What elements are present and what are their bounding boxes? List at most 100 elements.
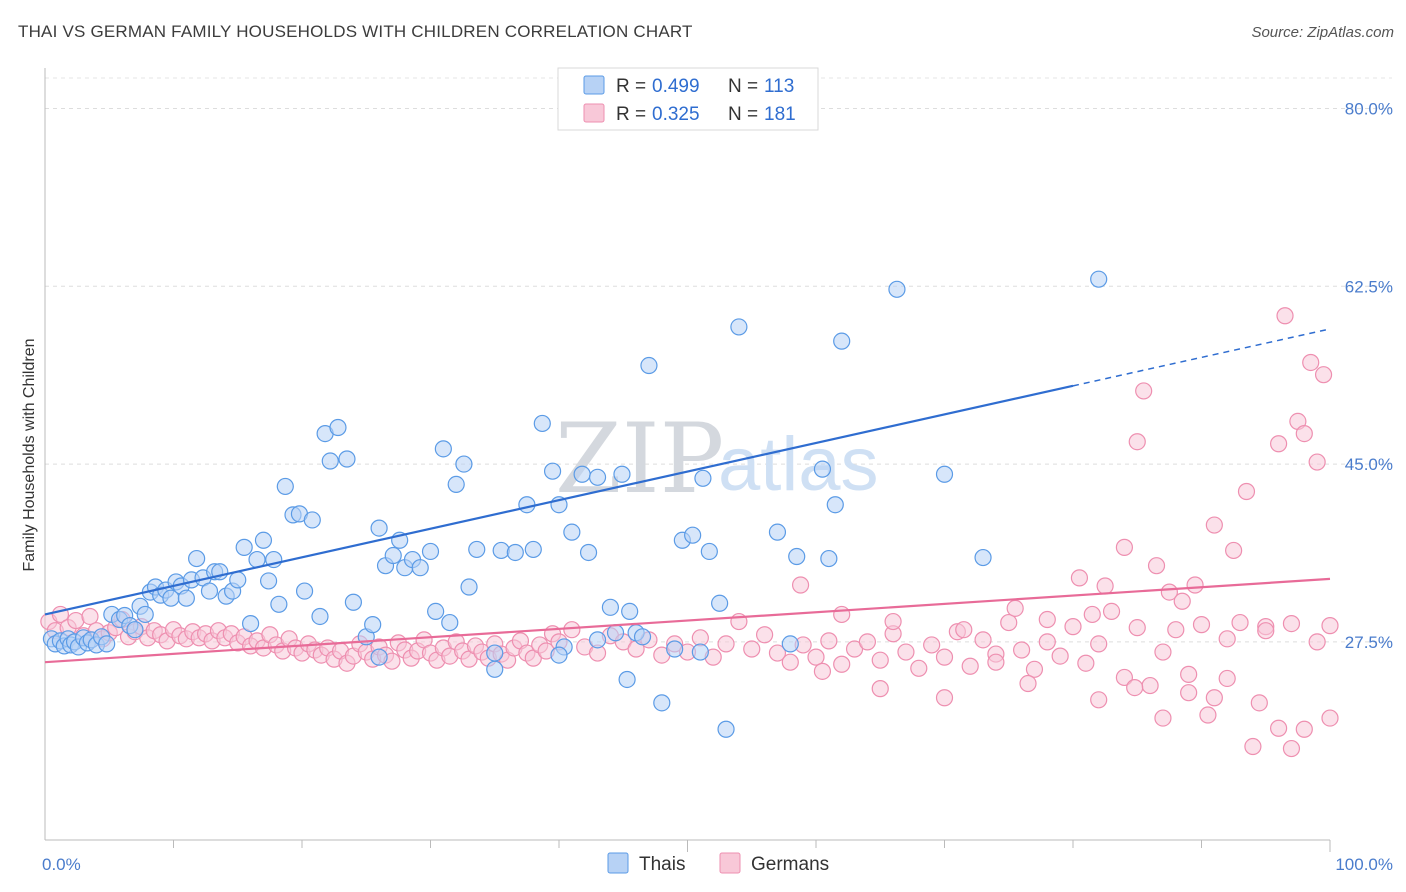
german-point-170 [1154,709,1172,727]
thai-point-58 [370,519,388,537]
thai-point-30 [188,549,206,568]
thai-point-112 [621,602,639,621]
german-point-138 [1308,633,1326,651]
legend-bottom-germans: Germans [751,854,829,875]
german-point-116 [1025,660,1044,678]
german-point-141 [1083,605,1101,624]
thai-point-117 [370,648,388,666]
thai-point-86 [601,598,620,616]
thai-point-89 [618,670,636,689]
thai-point-52 [321,452,339,470]
legend-thai-r-value: 0.499 [652,76,700,97]
german-point-132 [1231,613,1249,632]
legend-bottom-swatch-thais [607,852,629,874]
german-point-130 [1205,689,1223,707]
thai-point-66 [427,602,445,621]
german-point-142 [1096,577,1114,595]
thai-point-110 [974,548,992,567]
thai-point-83 [573,465,591,483]
german-point-160 [1199,706,1217,724]
thai-point-93 [653,694,671,712]
german-point-124 [1128,619,1146,637]
thai-point-28 [177,589,195,607]
german-point-108 [923,636,941,654]
german-point-159 [1173,592,1191,610]
german-point-104 [871,651,889,669]
german-point-166 [987,653,1005,671]
thai-point-78 [533,414,551,433]
thai-point-97 [694,469,712,487]
thai-point-45 [276,477,294,496]
thai-point-55 [344,593,362,611]
thai-point-64 [411,559,429,577]
german-point-168 [1090,691,1108,709]
thai-point-118 [691,643,709,661]
german-point-120 [1077,654,1095,672]
thai-point-41 [254,531,273,549]
thai-point-69 [447,475,465,493]
german-point-111 [961,657,979,675]
german-point-179 [1038,610,1056,629]
german-point-97 [781,653,799,671]
thai-point-76 [518,496,536,514]
german-point-90 [691,629,709,647]
german-point-173 [1257,622,1275,640]
german-point-136 [1282,614,1301,633]
german-point-161 [1250,694,1268,712]
thai-point-65 [421,542,440,561]
thai-point-39 [242,614,260,633]
thai-point-68 [441,613,459,632]
thai-point-18 [126,621,144,639]
thai-point-54 [338,450,356,468]
german-point-147 [1225,541,1243,560]
thai-point-108 [888,280,906,298]
german-point-169 [1126,678,1144,697]
german-point-109 [935,648,954,666]
thai-point-98 [700,542,718,561]
thai-point-115 [550,646,568,664]
german-point-144 [1147,557,1166,575]
german-point-180 [791,576,810,594]
x-tick-label-1: 100.0% [1335,855,1393,874]
trend-lines [44,328,1331,664]
thai-point-32 [200,582,219,600]
german-point-133 [1244,737,1262,756]
thai-point-13 [98,635,116,653]
thai-point-92 [640,356,658,375]
german-point-4 [67,611,85,630]
german-point-100 [820,632,838,650]
watermark-atlas: atlas [718,422,879,507]
legend-german-n-value: 181 [764,104,796,125]
x-tick-labels: 0.0% 100.0% [42,855,1393,874]
german-point-146 [1205,516,1223,534]
german-point-112 [974,631,992,649]
german-point-118 [1051,647,1069,665]
thai-point-91 [633,628,652,646]
german-point-126 [1154,643,1172,661]
legend-german-n-label: N = [728,104,758,125]
thai-point-38 [235,538,253,556]
y-tick-label-1: 45.0% [1345,455,1393,474]
legend-top: R = 0.499 N = 113 R = 0.325 N = 181 [557,67,819,131]
watermark-zip: ZIP [555,403,724,515]
german-point-129 [1192,616,1211,634]
grid-lines [45,77,1392,643]
thai-point-67 [434,440,452,458]
german-point-101 [833,655,851,673]
legend-swatch-thai [583,75,605,95]
german-point-177 [955,621,973,639]
legend-bottom-thais: Thais [639,854,685,875]
german-point-95 [755,626,774,644]
watermark: ZIP atlas [555,403,879,515]
german-point-117 [1038,633,1056,651]
thai-point-103 [788,547,806,566]
german-point-103 [858,633,877,651]
german-point-172 [1218,669,1236,688]
german-point-157 [1135,382,1153,400]
german-point-123 [1115,668,1134,687]
german-point-155 [1314,366,1333,384]
german-point-139 [1321,617,1339,635]
thai-point-84 [579,543,598,562]
y-tick-label-3: 80.0% [1345,99,1393,118]
thai-point-101 [730,318,748,336]
